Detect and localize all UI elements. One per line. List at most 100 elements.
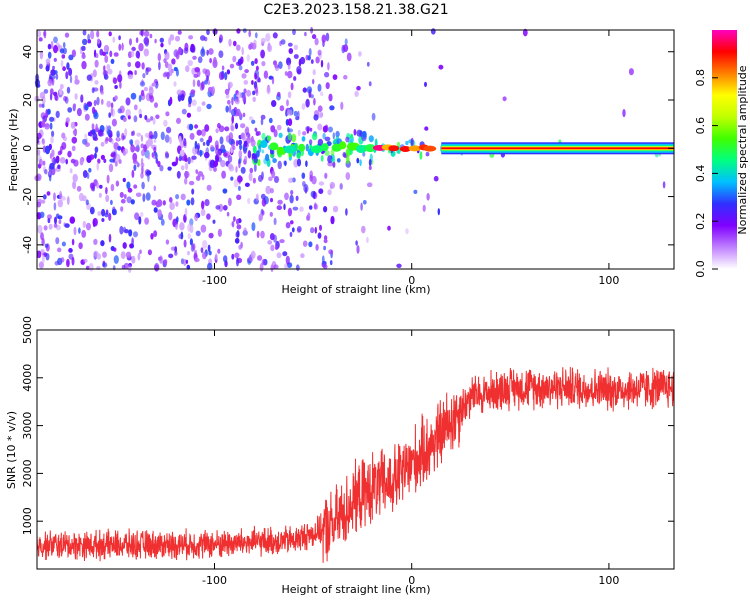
spectrogram-cell bbox=[318, 188, 324, 194]
spectrogram-cell bbox=[130, 92, 137, 100]
spectrogram-cell bbox=[153, 207, 158, 213]
spectrogram-cell bbox=[366, 61, 370, 67]
spectrogram-cell bbox=[287, 132, 292, 141]
spectrogram-cell bbox=[91, 106, 96, 115]
spectrogram-cell bbox=[60, 83, 64, 90]
snr-ticks: -100 0 100 1000 2000 3000 4000 5000 bbox=[21, 316, 674, 587]
spectrogram-cell bbox=[250, 60, 255, 66]
spectrogram-cell bbox=[151, 82, 157, 87]
spectrogram-y-label: Frequency (Hz) bbox=[7, 109, 20, 192]
spectrogram-cell bbox=[323, 264, 328, 269]
spectrogram-cell bbox=[159, 37, 164, 43]
spectrogram-cell bbox=[284, 160, 287, 167]
spectrogram-cell bbox=[53, 223, 58, 228]
spectrogram-cell bbox=[317, 49, 322, 56]
spectrogram-cell bbox=[296, 66, 302, 74]
spectrogram-cell bbox=[157, 209, 162, 218]
spectrogram-cell bbox=[290, 220, 294, 225]
spectrogram-cell bbox=[266, 86, 271, 95]
spectrogram-cell bbox=[330, 184, 333, 190]
spectrogram-cell bbox=[92, 69, 97, 78]
spectrogram-cell bbox=[270, 264, 274, 273]
spectrogram-cell bbox=[206, 139, 210, 147]
spectrogram-cell bbox=[277, 91, 281, 97]
spectrogram-cell bbox=[313, 191, 316, 199]
spectrogram-cell bbox=[345, 136, 350, 143]
spectrogram-cell bbox=[126, 196, 132, 204]
spectrogram-cell bbox=[208, 48, 214, 55]
spectrogram-cell bbox=[141, 181, 145, 190]
spectrogram-cell bbox=[98, 129, 104, 137]
spectrogram-cell bbox=[317, 83, 322, 92]
spectrogram-cell bbox=[193, 73, 199, 78]
spectrogram-cell bbox=[255, 65, 259, 71]
spectrogram-cell bbox=[122, 242, 127, 249]
spectrogram-cell bbox=[320, 59, 324, 68]
spectrogram-cell bbox=[57, 164, 61, 170]
spectrogram-cell bbox=[145, 118, 151, 123]
spectrogram-cell bbox=[71, 256, 75, 266]
spectrogram-cell bbox=[88, 262, 94, 272]
spectrogram-cell bbox=[57, 247, 62, 253]
carrier-blob bbox=[283, 145, 297, 154]
spectrogram-cell bbox=[180, 93, 185, 102]
spectrogram-cell bbox=[355, 240, 358, 246]
spectrogram-cell bbox=[151, 152, 154, 158]
spectrogram-cell bbox=[91, 123, 95, 131]
spectrogram-y-tick-label: -40 bbox=[21, 236, 34, 254]
spectrogram-cell bbox=[62, 42, 66, 48]
spectrogram-cell bbox=[122, 116, 127, 122]
spectrogram-cell bbox=[243, 140, 248, 148]
spectrogram-cell bbox=[188, 123, 194, 131]
spectrogram-cell bbox=[47, 51, 52, 59]
spectrogram-cell bbox=[269, 211, 273, 217]
spectrogram-cell bbox=[230, 122, 234, 131]
spectrogram-cell bbox=[225, 93, 230, 99]
spectrogram-cell bbox=[231, 220, 235, 228]
spectrogram-cell bbox=[200, 224, 207, 233]
figure-title: C2E3.2023.158.21.38.G21 bbox=[263, 2, 448, 18]
spectrogram-cell bbox=[324, 71, 330, 78]
spectrogram-cell bbox=[192, 55, 197, 60]
spectrogram-cell bbox=[236, 91, 243, 99]
spectrogram-cell bbox=[308, 205, 313, 210]
spectrogram-cell bbox=[215, 128, 219, 134]
spectrogram-cell bbox=[44, 169, 48, 175]
spectrogram-cell bbox=[76, 185, 82, 192]
spectrogram-cell bbox=[261, 132, 266, 140]
spectrogram-cell bbox=[189, 224, 194, 234]
spectrogram-cell bbox=[97, 211, 102, 216]
spectrogram-cell bbox=[206, 103, 212, 110]
spectrogram-cell bbox=[110, 153, 115, 158]
spectrogram-cell bbox=[356, 245, 360, 254]
spectrogram-cell bbox=[307, 212, 311, 221]
spectrogram-cell bbox=[327, 62, 330, 71]
spectrogram-cell bbox=[311, 34, 317, 40]
spectrogram-cell bbox=[186, 112, 192, 118]
spectrogram-cell bbox=[322, 260, 327, 265]
spectrogram-cell bbox=[237, 139, 243, 145]
spectrogram-cell bbox=[107, 68, 113, 75]
spectrogram-cell bbox=[201, 200, 205, 210]
spectrogram-cell bbox=[141, 149, 145, 157]
spectrogram-cell bbox=[108, 31, 112, 37]
spectrogram-cell bbox=[315, 56, 320, 64]
spectrogram-cell bbox=[78, 242, 83, 250]
spectrogram-cell bbox=[215, 205, 221, 210]
spectrogram-cell bbox=[168, 253, 174, 259]
snr-x-tick-label: 0 bbox=[408, 574, 415, 587]
spectrogram-cell bbox=[84, 113, 90, 121]
spectrogram-cell bbox=[169, 197, 173, 203]
spectrogram-cell bbox=[143, 86, 148, 92]
spectrogram-cell bbox=[115, 180, 120, 187]
spectrogram-cell bbox=[71, 145, 76, 152]
carrier-blob bbox=[276, 146, 285, 155]
spectrogram-cell bbox=[288, 48, 294, 54]
spectrogram-cell bbox=[55, 155, 60, 164]
spectrogram-cell bbox=[314, 37, 319, 46]
spectrogram-cell bbox=[217, 122, 221, 129]
spectrogram-cell bbox=[255, 193, 259, 202]
spectrogram-cell bbox=[430, 28, 436, 35]
spectrogram-cell bbox=[261, 198, 267, 207]
spectrogram-cell bbox=[345, 208, 348, 216]
